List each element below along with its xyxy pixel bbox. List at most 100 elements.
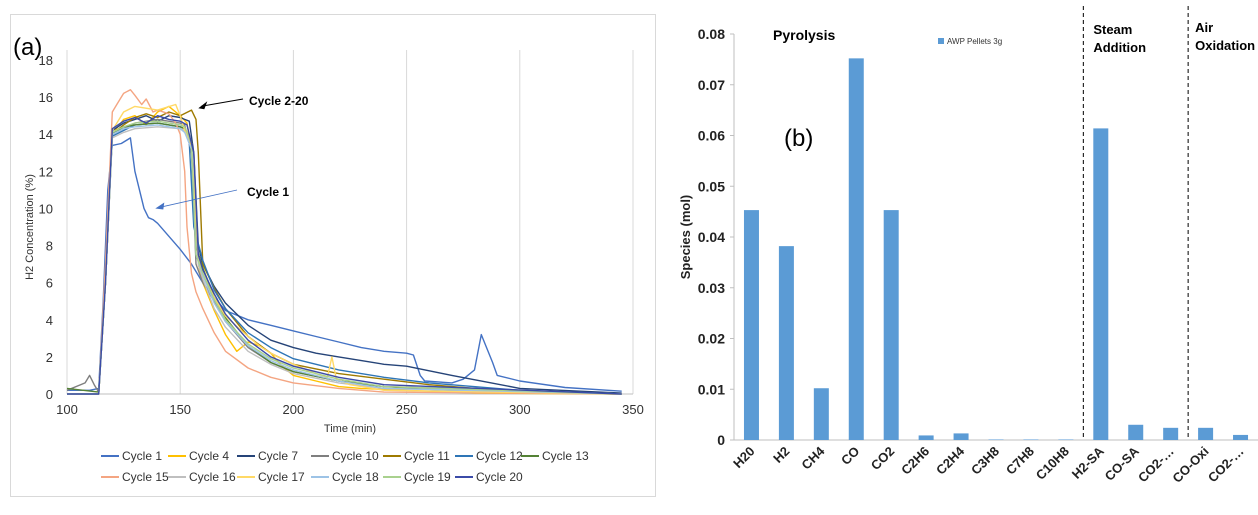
x-category-label: H2 (770, 444, 792, 466)
x-category-label: C2H6 (898, 444, 932, 478)
legend-label: Cycle 20 (476, 470, 523, 484)
x-category-label: CO2-… (1135, 444, 1177, 486)
x-tick-label: 150 (169, 402, 191, 417)
bar (1163, 427, 1179, 440)
y-tick-label: 2 (46, 350, 53, 365)
series-line (67, 109, 622, 395)
bar (813, 388, 829, 440)
y-tick-label: 0.01 (698, 381, 725, 397)
legend-label: Cycle 19 (404, 470, 451, 484)
region-label: Addition (1093, 40, 1146, 55)
bar (918, 435, 934, 440)
bar (1233, 434, 1249, 440)
series-line (67, 103, 622, 395)
y-tick-label: 6 (46, 276, 53, 291)
y-tick-label: 10 (39, 201, 53, 216)
series-line (67, 88, 622, 395)
x-tick-label: 250 (396, 402, 418, 417)
series-line (67, 137, 622, 392)
panel-a-label: (a) (13, 34, 42, 61)
region-label: Pyrolysis (773, 27, 835, 43)
legend-label: Cycle 17 (258, 470, 305, 484)
x-category-label: CO2 (868, 444, 898, 474)
y-tick-label: 4 (46, 313, 53, 328)
y-tick-label: 0.05 (698, 178, 725, 194)
annotation-label: Cycle 1 (247, 185, 289, 199)
legend-label: Cycle 13 (542, 449, 589, 463)
x-category-label: CO-SA (1102, 443, 1143, 484)
legend-label: Cycle 11 (404, 449, 450, 463)
series-line (67, 126, 622, 395)
h2-concentration-chart: (a) 100 150 200 250 300 350 0 2 4 6 8 10 12 14 16 18 Time… (13, 34, 644, 484)
legend-swatch (938, 38, 944, 44)
y-tick-label: 0.08 (698, 26, 725, 42)
legend-label: Cycle 12 (476, 449, 523, 463)
region-label: Air (1195, 20, 1213, 35)
y-tick-label: 8 (46, 239, 53, 254)
bar (778, 246, 794, 440)
series-line (67, 124, 622, 395)
x-category-label: CO (838, 444, 862, 468)
series-line (67, 122, 622, 395)
y-tick-label: 16 (39, 90, 53, 105)
bar (1093, 128, 1109, 440)
bar (1128, 424, 1144, 440)
annotation-arrow (159, 189, 238, 208)
annotation-arrowhead (198, 101, 208, 110)
y-axis-title: Species (mol) (678, 195, 693, 280)
legend-label: Cycle 1 (122, 449, 162, 463)
legend-label: Cycle 4 (189, 449, 229, 463)
y-tick-label: 0 (717, 432, 725, 448)
x-axis-title: Time (min) (324, 423, 376, 435)
series-line (67, 120, 622, 395)
y-tick-label: 14 (39, 127, 53, 142)
series-line (67, 114, 622, 395)
x-tick-label: 350 (622, 402, 644, 417)
bar (953, 433, 969, 440)
bar (883, 210, 899, 440)
y-tick-label: 0.07 (698, 77, 725, 93)
bar (1058, 439, 1074, 440)
x-category-label: C10H8 (1033, 444, 1072, 483)
panel-a-line-chart: (a) 100 150 200 250 300 350 0 2 4 6 8 10 12 14 16 18 Time… (10, 14, 656, 497)
panel-b-bar-chart: (b) 0 0.01 0.02 0.03 0.04 0.05 0.06 0.07 0.08 Spec… (676, 0, 1258, 510)
species-bar-chart: (b) 0 0.01 0.02 0.03 0.04 0.05 0.06 0.07 0.08 Spec… (678, 6, 1258, 486)
y-axis-title: H2 Concentration (%) (24, 174, 36, 280)
y-tick-label: 0.02 (698, 331, 725, 347)
series-line (67, 105, 622, 395)
annotation-label: Cycle 2-20 (249, 94, 309, 108)
x-tick-label: 200 (283, 402, 305, 417)
y-tick-label: 0 (46, 387, 53, 402)
legend-label: Cycle 16 (189, 470, 236, 484)
legend-label: Cycle 18 (332, 470, 379, 484)
y-tick-label: 18 (39, 53, 53, 68)
x-category-label: CO2-… (1205, 444, 1247, 486)
x-tick-label: 300 (509, 402, 531, 417)
x-category-label: CO-Oxi (1169, 444, 1211, 486)
y-tick-label: 0.04 (698, 229, 725, 245)
region-label: Steam (1093, 22, 1132, 37)
panel-b-label: (b) (784, 125, 813, 152)
series-line (66, 118, 622, 395)
legend-label: Cycle 15 (122, 470, 169, 484)
bar (1198, 427, 1214, 440)
x-category-label: C2H4 (933, 443, 968, 478)
bar (743, 210, 759, 440)
series-line (67, 114, 622, 395)
annotation-arrowhead (155, 202, 165, 210)
y-tick-label: 0.06 (698, 128, 725, 144)
bar (848, 58, 864, 441)
legend-label: Cycle 7 (258, 449, 298, 463)
x-category-label: H2-SA (1069, 443, 1108, 482)
legend-label: AWP Pellets 3g (947, 37, 1002, 46)
x-category-label: C3H8 (968, 444, 1002, 478)
y-tick-label: 12 (39, 164, 53, 179)
x-category-label: CH4 (798, 443, 828, 473)
x-category-label: H20 (730, 444, 757, 471)
y-tick-label: 0.03 (698, 280, 725, 296)
bar (1023, 439, 1039, 440)
series-line (66, 122, 622, 395)
legend-label: Cycle 10 (332, 449, 379, 463)
region-label: Oxidation (1195, 38, 1255, 53)
x-tick-label: 100 (56, 402, 78, 417)
